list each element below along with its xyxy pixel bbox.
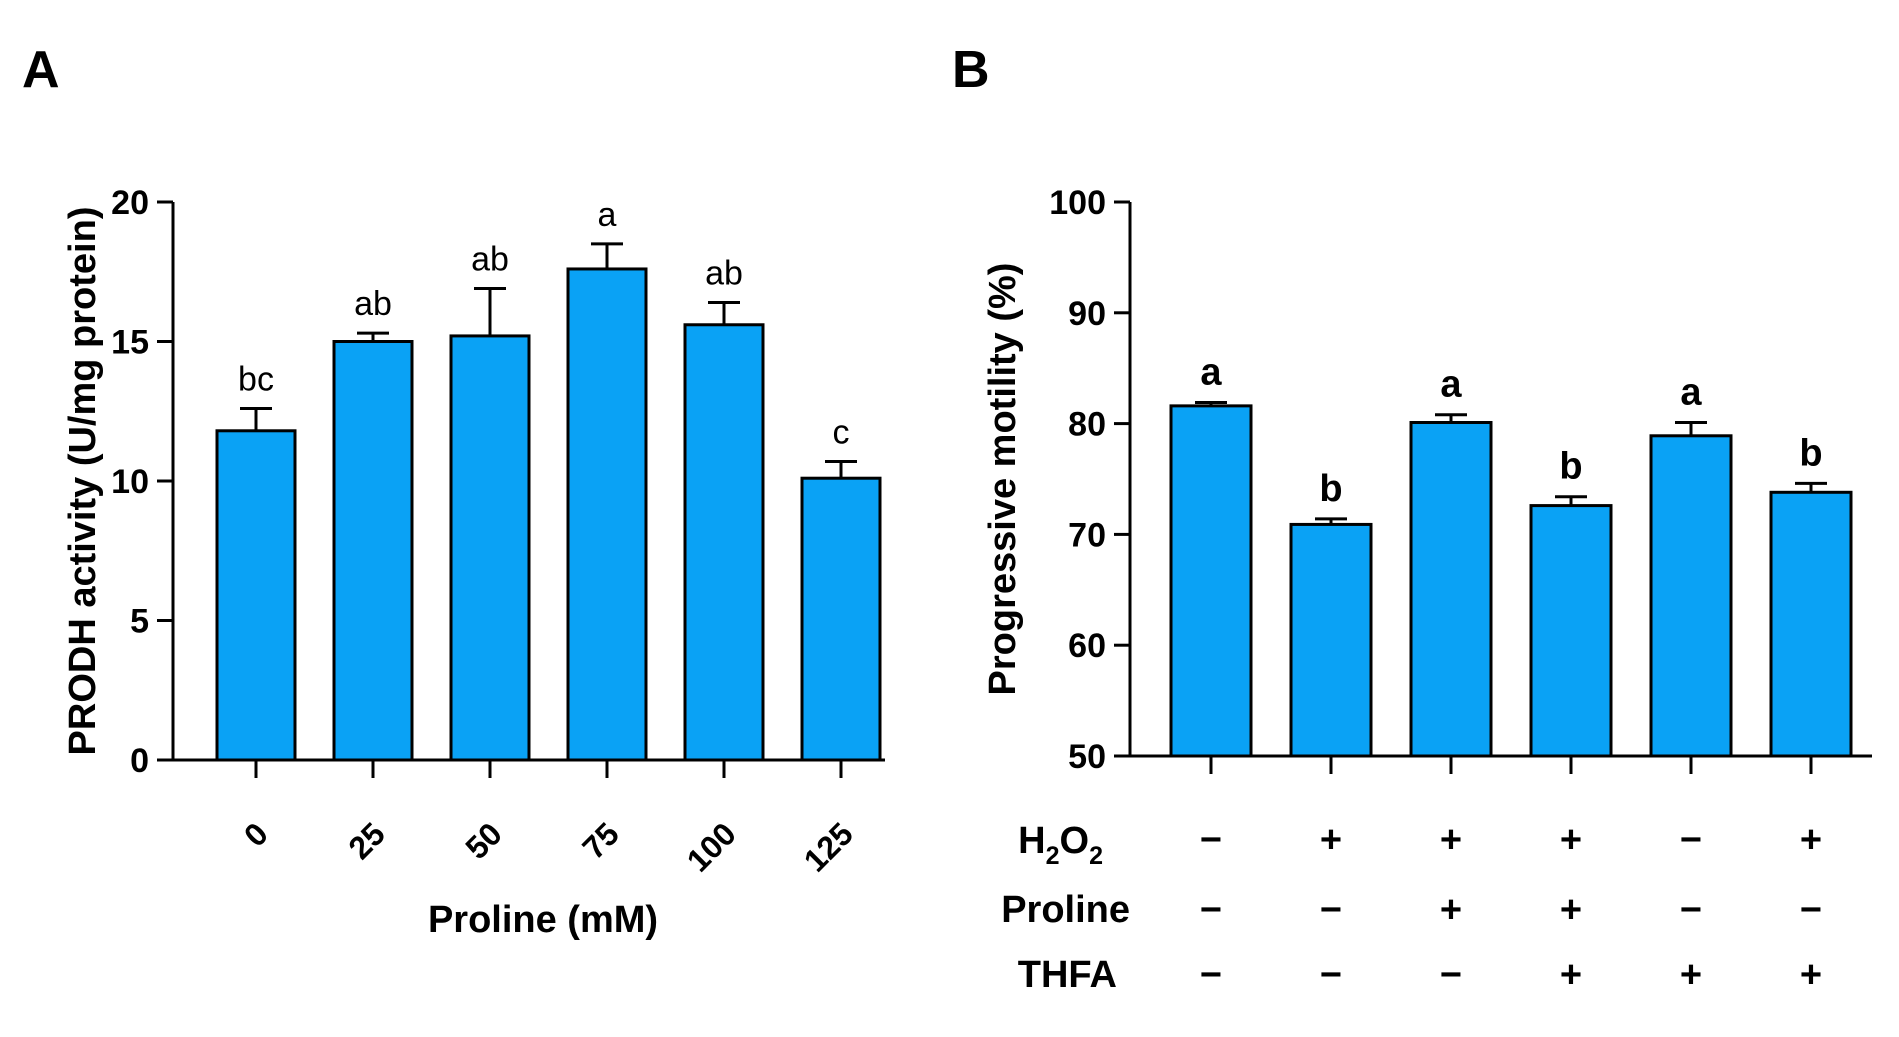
significance-label: b (1559, 446, 1582, 488)
y-tick-label: 50 (1068, 738, 1106, 776)
significance-label: ab (354, 285, 392, 323)
y-tick-label: 15 (111, 324, 149, 362)
chart-a: bc ab ab a ab c 0 5 10 15 20 0 25 50 75 100 125 PRODH … (62, 184, 885, 941)
panel-a-letter: A (22, 41, 60, 99)
y-tick-label: 70 (1068, 516, 1106, 554)
y-tick-label: 10 (111, 463, 149, 501)
treatment-sign: + (1560, 889, 1582, 931)
significance-label: c (833, 413, 850, 451)
chart-a-x-axis-label: Proline (mM) (428, 899, 658, 941)
treatment-label-proline: Proline (1001, 889, 1130, 931)
y-tick-label: 90 (1068, 295, 1106, 333)
h2o2-sub-1: 2 (1046, 842, 1060, 870)
x-tick-label: 75 (575, 815, 626, 866)
chart-b-x-ticks (1209, 756, 1813, 774)
significance-label: a (1680, 371, 1702, 413)
chart-b-bars: a b a b a b (1169, 352, 1853, 758)
chart-b-y-axis-label: Progressive motility (%) (982, 263, 1024, 696)
treatment-sign: − (1200, 954, 1222, 996)
y-tick-label: 20 (111, 184, 149, 222)
x-tick-label: 50 (458, 815, 509, 866)
chart-a-y-ticks: 0 5 10 15 20 (111, 184, 173, 780)
bar (1289, 522, 1373, 758)
treatment-sign: + (1800, 954, 1822, 996)
treatment-sign: + (1320, 819, 1342, 861)
chart-a-x-ticks: 0 25 50 75 100 125 (237, 760, 860, 879)
x-tick-label: 100 (680, 815, 743, 878)
treatment-sign: + (1800, 819, 1822, 861)
h2o2-sub-2: 2 (1089, 842, 1103, 870)
x-tick-label: 125 (797, 815, 860, 878)
panel-b-letter: B (952, 41, 990, 99)
x-tick-label: 25 (341, 815, 392, 866)
significance-label: a (598, 196, 617, 234)
significance-label: a (1200, 352, 1222, 394)
treatment-sign: − (1200, 889, 1222, 931)
bar (800, 476, 882, 762)
chart-a-y-axis-label: PRODH activity (U/mg protein) (62, 207, 104, 756)
bar (332, 340, 414, 762)
treatment-sign: − (1440, 954, 1462, 996)
treatment-sign: + (1440, 889, 1462, 931)
significance-label: b (1799, 432, 1822, 474)
bar (1409, 420, 1493, 758)
bar (449, 334, 531, 762)
significance-label: ab (705, 254, 743, 292)
chart-b-y-ticks: 50 60 70 80 90 100 (1049, 184, 1130, 776)
treatment-sign: − (1320, 889, 1342, 931)
treatment-sign: + (1560, 954, 1582, 996)
y-tick-label: 80 (1068, 406, 1106, 444)
significance-label: bc (238, 360, 274, 398)
bar (215, 429, 297, 762)
treatment-table: H2O2 Proline THFA − + + + − +− − + + − −− − − + + + (1001, 819, 1822, 996)
bar (1169, 404, 1253, 758)
significance-label: a (1440, 364, 1462, 406)
bar (1769, 490, 1853, 758)
treatment-sign: + (1440, 819, 1462, 861)
h2o2-o: O (1060, 820, 1090, 862)
significance-label: b (1319, 468, 1342, 510)
y-tick-label: 5 (130, 603, 149, 641)
treatment-sign: + (1560, 819, 1582, 861)
treatment-sign: − (1680, 819, 1702, 861)
treatment-sign: − (1800, 889, 1822, 931)
treatment-sign: − (1200, 819, 1222, 861)
treatment-signs: − + + + − + − − + + − − − − − + + + (1200, 819, 1822, 996)
y-tick-label: 0 (130, 742, 149, 780)
bar (566, 267, 648, 762)
y-tick-label: 60 (1068, 627, 1106, 665)
chart-b: a b a b a b 50 60 70 80 90 100 Progressive motilit… (982, 184, 1872, 996)
bar (683, 323, 765, 762)
x-tick-label: 0 (237, 815, 275, 853)
treatment-sign: + (1680, 954, 1702, 996)
treatment-sign: − (1680, 889, 1702, 931)
treatment-label-thfa: THFA (1018, 954, 1117, 996)
treatment-sign: − (1320, 954, 1342, 996)
h2o2-h: H (1018, 820, 1045, 862)
bar (1649, 434, 1733, 758)
y-tick-label: 100 (1049, 184, 1106, 222)
significance-label: ab (471, 240, 509, 278)
treatment-label-h2o2: H2O2 (1018, 820, 1103, 870)
bar (1529, 504, 1613, 758)
chart-a-bars: bc ab ab a ab c (215, 196, 882, 762)
